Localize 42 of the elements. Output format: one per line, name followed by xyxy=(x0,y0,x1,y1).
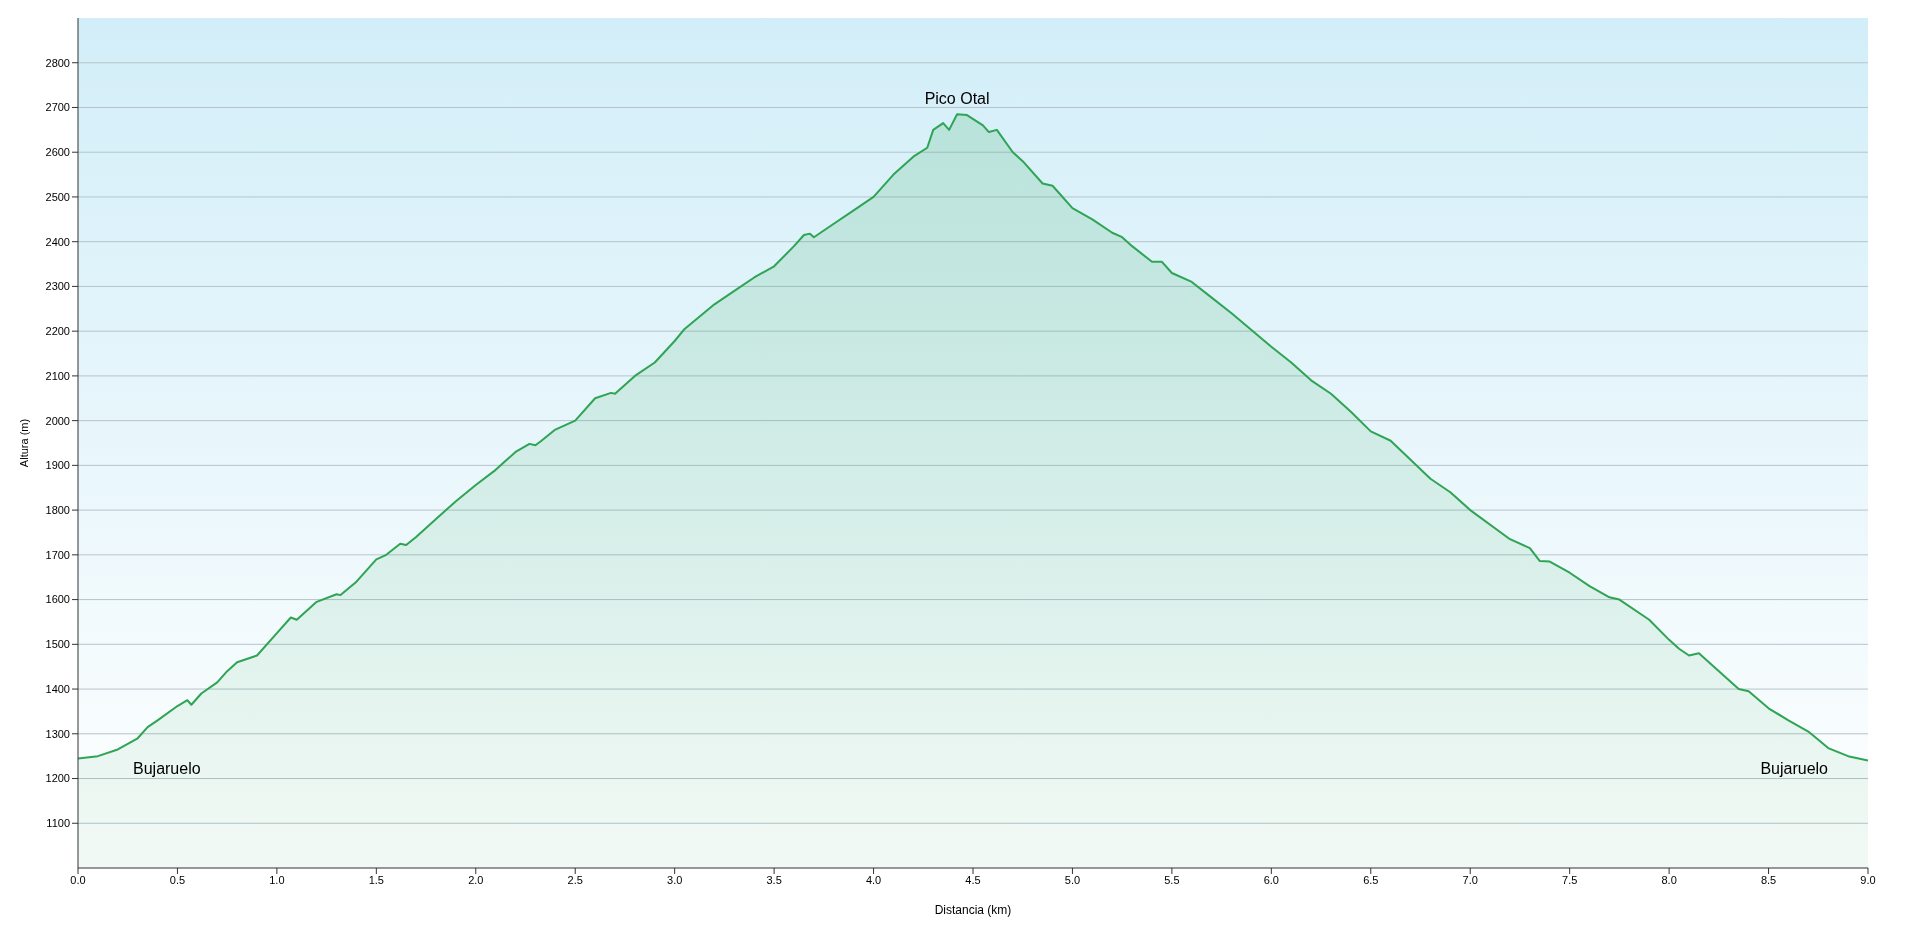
x-tick-label: 8.0 xyxy=(1661,873,1677,886)
x-tick-label: 6.0 xyxy=(1263,873,1279,886)
annotation: Pico Otal xyxy=(924,90,990,108)
x-tick-label: 3.0 xyxy=(667,873,683,886)
y-tick-label: 2200 xyxy=(45,325,70,338)
y-tick-label: 2800 xyxy=(45,56,70,69)
x-tick-label: 4.5 xyxy=(965,873,981,886)
x-tick-label: 8.5 xyxy=(1760,873,1777,886)
x-tick-label: 2.5 xyxy=(567,873,583,886)
y-tick-label: 1500 xyxy=(45,638,70,651)
y-tick-label: 1200 xyxy=(45,772,70,785)
x-tick-label: 5.0 xyxy=(1064,873,1081,886)
x-tick-label: 6.5 xyxy=(1363,873,1379,886)
x-tick-label: 7.0 xyxy=(1462,873,1478,886)
y-tick-label: 2700 xyxy=(45,101,70,114)
x-tick-label: 7.5 xyxy=(1562,873,1578,886)
y-tick-label: 1100 xyxy=(46,817,70,830)
x-tick-label: 1.5 xyxy=(368,873,384,886)
y-tick-label: 1600 xyxy=(45,593,70,606)
y-tick-label: 2100 xyxy=(45,369,70,382)
y-tick-label: 1900 xyxy=(45,459,70,472)
y-tick-label: 1400 xyxy=(45,682,70,695)
x-tick-label: 5.5 xyxy=(1164,873,1180,886)
y-tick-label: 1700 xyxy=(45,548,70,561)
y-tick-label: 1300 xyxy=(45,727,70,740)
x-tick-label: 3.5 xyxy=(766,873,782,886)
x-tick-label: 4.0 xyxy=(865,873,882,886)
y-tick-label: 2500 xyxy=(45,190,70,203)
y-tick-label: 2000 xyxy=(45,414,70,427)
annotation: Bujaruelo xyxy=(1760,760,1828,778)
x-tick-label: 0.0 xyxy=(70,873,86,886)
y-tick-label: 1800 xyxy=(45,504,70,517)
x-axis-title: Distancia (km) xyxy=(934,903,1012,917)
y-tick-label: 2400 xyxy=(45,235,70,248)
x-tick-label: 9.0 xyxy=(1860,873,1876,886)
y-tick-label: 2600 xyxy=(45,146,70,159)
annotation: Bujaruelo xyxy=(133,760,201,778)
x-tick-label: 2.0 xyxy=(468,873,484,886)
x-tick-label: 1.0 xyxy=(269,873,285,886)
y-tick-label: 2300 xyxy=(45,280,70,293)
x-tick-label: 0.5 xyxy=(169,873,186,886)
y-axis-title: Altura (m) xyxy=(17,418,30,468)
